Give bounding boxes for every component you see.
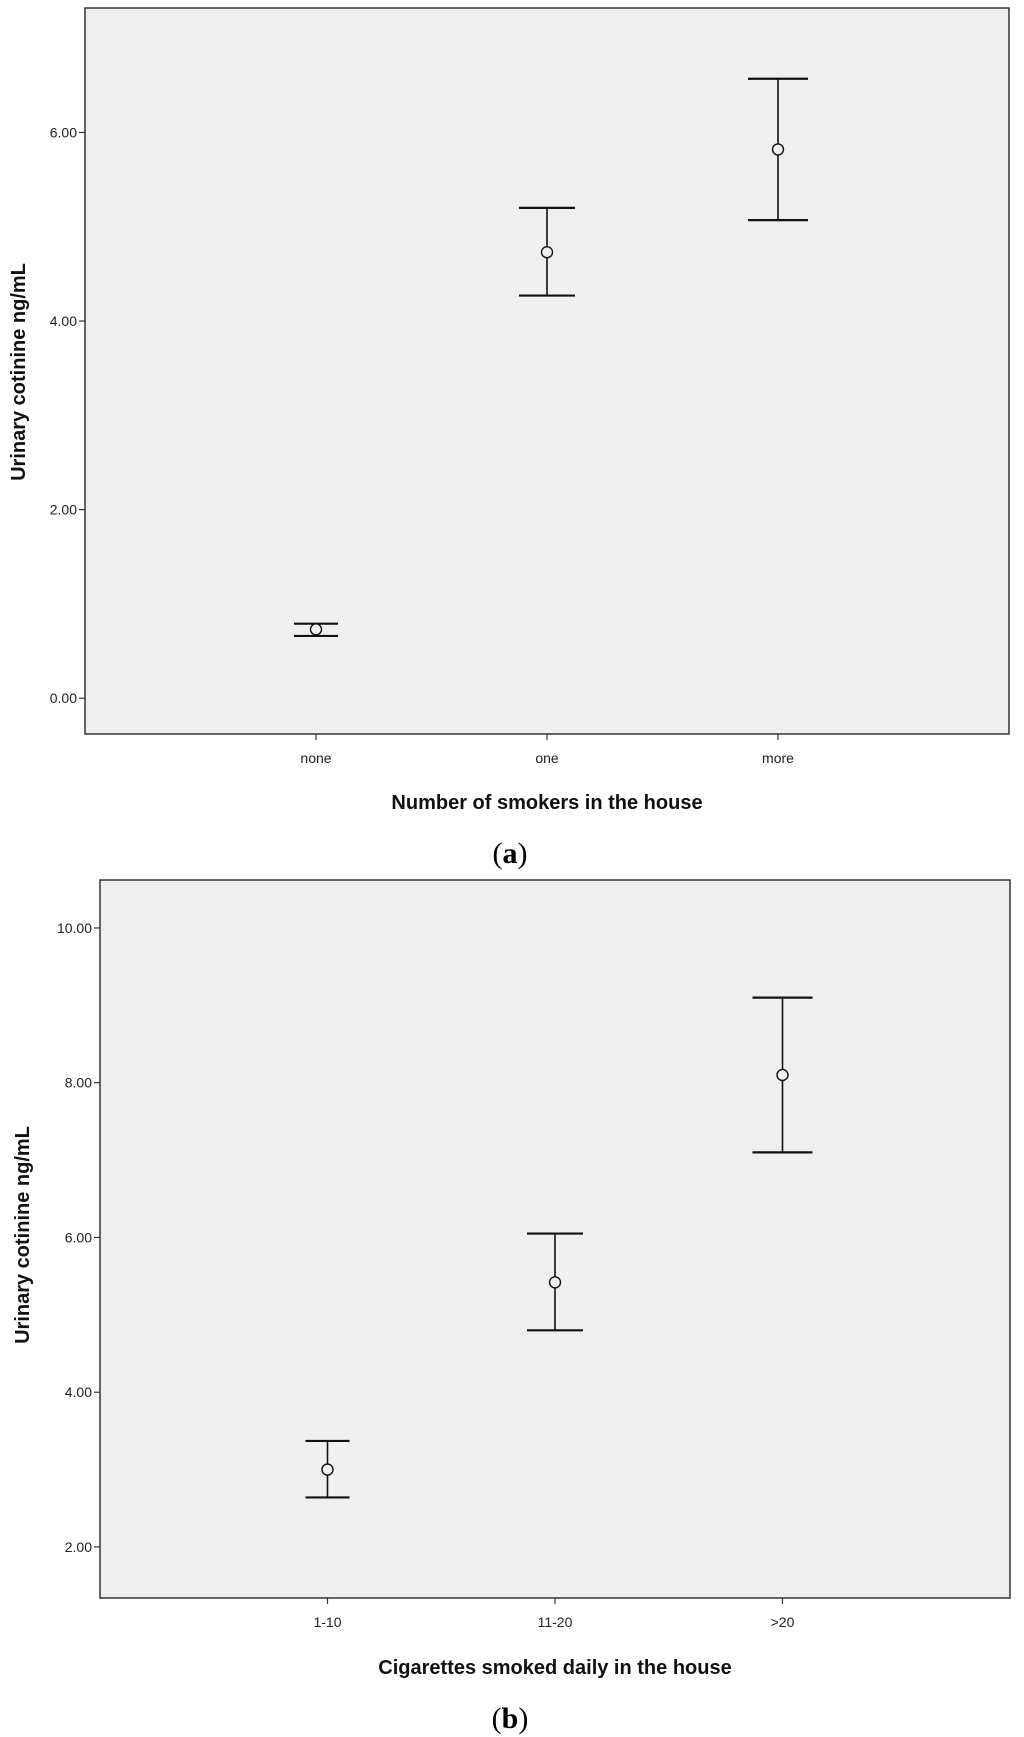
- x-axis-title-a: Number of smokers in the house: [391, 792, 702, 814]
- y-tick-label: 2.00: [65, 1539, 92, 1555]
- mean-point: [776, 1068, 789, 1082]
- y-axis-ticks-b: 2.00 4.00 6.00 8.00 10.00: [57, 920, 100, 1555]
- y-tick-label: 6.00: [65, 1229, 92, 1245]
- y-tick-label: 0.00: [50, 690, 77, 706]
- panel-label-b: (b): [492, 1702, 529, 1735]
- y-axis-title-b: Urinary cotinine ng/mL: [12, 1126, 34, 1344]
- x-axis-ticks-a: none one more: [300, 734, 794, 766]
- error-bars-a: [294, 77, 808, 638]
- mean-point: [548, 1276, 562, 1289]
- error-bars-b: [305, 996, 813, 1499]
- x-tick-label: >20: [771, 1614, 795, 1630]
- x-tick-label: more: [762, 750, 794, 766]
- y-tick-label: 8.00: [65, 1075, 92, 1091]
- y-tick-label: 10.00: [57, 920, 92, 936]
- x-axis-ticks-b: 1-10 11-20 >20: [313, 1598, 795, 1630]
- x-tick-label: none: [300, 750, 331, 766]
- x-axis-title-b: Cigarettes smoked daily in the house: [378, 1657, 731, 1679]
- x-tick-label: 1-10: [313, 1614, 341, 1630]
- chart-panel-a: 0.00 2.00 4.00 6.00 none one more Number of s…: [8, 7, 1010, 870]
- mean-point: [540, 245, 554, 259]
- x-tick-label: 11-20: [538, 1614, 573, 1630]
- mean-point: [309, 623, 323, 636]
- x-tick-label: one: [535, 750, 559, 766]
- y-tick-label: 6.00: [50, 124, 77, 140]
- y-axis-ticks-a: 0.00 2.00 4.00 6.00: [50, 124, 85, 706]
- y-tick-label: 2.00: [50, 502, 77, 518]
- panel-label-a: (a): [493, 837, 528, 870]
- y-axis-title-a: Urinary cotinine ng/mL: [8, 263, 30, 481]
- y-tick-label: 4.00: [65, 1384, 92, 1400]
- mean-point: [321, 1463, 334, 1476]
- chart-panel-b: 2.00 4.00 6.00 8.00 10.00 1-10 11-20 >20 Cigar…: [12, 879, 1011, 1735]
- y-tick-label: 4.00: [50, 313, 77, 329]
- plot-area-a: [84, 7, 1010, 735]
- mean-point: [771, 143, 785, 156]
